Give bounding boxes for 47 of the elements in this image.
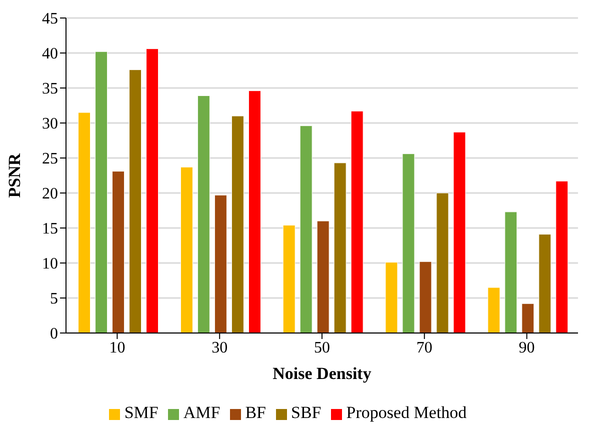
bar [522, 303, 534, 333]
bar [538, 234, 552, 333]
y-tick-label: 35 [42, 80, 58, 98]
y-tick-label: 25 [42, 150, 58, 168]
legend-label: AMF [183, 403, 220, 422]
legend-label: BF [245, 403, 266, 422]
bar [112, 171, 125, 333]
bar [334, 162, 346, 333]
y-tick-label: 10 [42, 256, 58, 273]
legend-label: SMF [124, 403, 158, 422]
bar [197, 95, 210, 333]
x-tick-label: 70 [416, 339, 432, 356]
y-axis-title: PSNR [5, 152, 24, 198]
bar [95, 51, 108, 333]
bar [300, 126, 312, 333]
y-tick-label: 20 [42, 186, 58, 203]
bar [316, 220, 330, 333]
bar [556, 180, 568, 333]
bar [129, 70, 142, 333]
bar [385, 262, 398, 333]
x-tick-label: 90 [518, 339, 535, 356]
x-tick-label: 30 [212, 339, 228, 356]
bar [180, 166, 193, 333]
y-tick-label: 5 [50, 290, 58, 308]
x-axis-title: Noise Density [272, 364, 372, 383]
legend-label: SBF [291, 403, 322, 422]
y-tick-label: 45 [42, 10, 58, 28]
bar [146, 48, 159, 333]
y-tick-label: 40 [42, 46, 58, 63]
y-tick-label: 15 [42, 220, 58, 238]
bar [504, 212, 518, 333]
x-tick-label: 50 [314, 339, 330, 356]
bar [419, 261, 432, 333]
bar [248, 90, 261, 333]
bar [78, 112, 91, 333]
bar [214, 194, 227, 333]
bar [436, 192, 449, 333]
x-tick-label: 10 [109, 339, 126, 356]
bar [231, 116, 244, 333]
y-tick-label: 30 [42, 116, 58, 133]
bar [350, 110, 364, 333]
legend-label: Proposed Method [346, 403, 467, 422]
bar [453, 132, 466, 333]
bar [282, 224, 296, 333]
bar [402, 154, 415, 333]
bar [488, 287, 500, 333]
y-tick-label: 0 [50, 326, 58, 343]
